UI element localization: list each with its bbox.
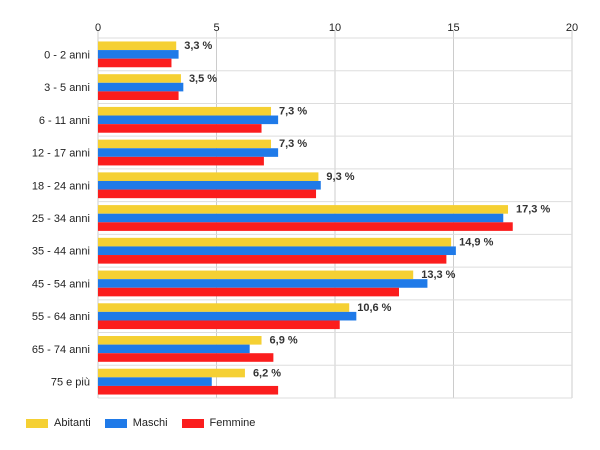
bar-femmine-8 [98, 320, 340, 330]
bar-femmine-5 [98, 222, 513, 231]
legend-label-maschi: Maschi [132, 417, 168, 429]
bar-maschi-6 [98, 246, 456, 256]
bar-maschi-10 [98, 377, 212, 386]
legend-swatch-abitanti [26, 418, 48, 428]
data-label: 7,3 % [279, 106, 307, 118]
data-label: 3,3 % [184, 40, 212, 52]
legend-swatch-femmine [181, 418, 204, 428]
category-label: 0 - 2 anni [44, 49, 90, 61]
legend-label-abitanti: Abitanti [54, 417, 91, 429]
bar-abitanti-4 [98, 172, 319, 181]
bar-abitanti-1 [98, 74, 181, 83]
legend: Abitanti Maschi Femmine [26, 417, 269, 429]
legend-swatch-maschi [104, 418, 127, 428]
bar-maschi-3 [98, 148, 279, 157]
bar-femmine-7 [98, 287, 399, 297]
bar-abitanti-0 [98, 41, 177, 51]
bar-maschi-0 [98, 50, 179, 59]
legend-item-abitanti: Abitanti [26, 417, 91, 429]
x-tick-label: 0 [95, 22, 101, 34]
data-label: 10,6 % [357, 302, 391, 314]
category-label: 25 - 34 anni [32, 213, 90, 225]
category-label: 12 - 17 anni [32, 148, 90, 160]
x-tick-label: 20 [566, 22, 578, 34]
bar-femmine-1 [98, 91, 179, 100]
legend-item-femmine: Femmine [181, 417, 256, 429]
bar-abitanti-10 [98, 368, 245, 378]
bar-femmine-9 [98, 353, 274, 362]
grid [97, 30, 573, 399]
category-label: 55 - 64 anni [32, 311, 90, 323]
bar-femmine-4 [98, 189, 317, 199]
bar-maschi-1 [98, 82, 184, 92]
category-label: 3 - 5 anni [44, 82, 90, 94]
category-label: 6 - 11 anni [39, 115, 90, 127]
data-label: 6,9 % [270, 335, 298, 347]
bar-abitanti-8 [98, 303, 350, 312]
legend-label-femmine: Femmine [209, 417, 256, 429]
data-label: 6,2 % [253, 367, 281, 379]
bar-femmine-6 [98, 255, 447, 264]
bar-abitanti-5 [98, 205, 509, 214]
bar-maschi-7 [98, 279, 428, 288]
category-label: 35 - 44 anni [32, 246, 90, 258]
bar-maschi-4 [98, 180, 321, 190]
x-tick-label: 15 [447, 22, 459, 34]
bar-abitanti-2 [98, 106, 272, 116]
bar-abitanti-9 [98, 336, 262, 345]
bar-femmine-3 [98, 156, 264, 166]
data-label: 17,3 % [516, 204, 550, 216]
category-label: 18 - 24 anni [32, 180, 90, 192]
bar-abitanti-3 [98, 139, 272, 149]
data-label: 9,3 % [326, 171, 354, 183]
data-label: 14,9 % [459, 236, 493, 248]
bar-abitanti-7 [98, 270, 414, 280]
data-label: 13,3 % [421, 269, 455, 281]
x-axis-ticks: 0 5 10 15 20 [95, 22, 578, 34]
x-tick-label: 10 [329, 22, 341, 34]
bar-maschi-8 [98, 311, 357, 321]
bars [98, 41, 513, 395]
legend-item-maschi: Maschi [104, 417, 168, 429]
data-label: 7,3 % [279, 138, 307, 150]
bar-maschi-9 [98, 344, 250, 354]
bar-femmine-10 [98, 385, 279, 395]
x-tick-label: 5 [213, 22, 219, 34]
bar-femmine-2 [98, 124, 262, 133]
bar-abitanti-6 [98, 237, 452, 247]
bar-femmine-0 [98, 58, 172, 68]
category-label: 65 - 74 anni [32, 344, 90, 356]
bar-maschi-2 [98, 115, 279, 125]
y-axis-categories: 0 - 2 anni 3 - 5 anni 6 - 11 anni 12 - 17 a… [32, 49, 90, 388]
category-label: 75 e più [51, 377, 90, 389]
bar-maschi-5 [98, 213, 504, 223]
data-label: 3,5 % [189, 73, 217, 85]
category-label: 45 - 54 anni [32, 278, 90, 290]
data-labels: 3,3 % 3,5 % 7,3 % 7,3 % 9,3 % 17,3 % 14,9 % 13,… [184, 40, 550, 379]
